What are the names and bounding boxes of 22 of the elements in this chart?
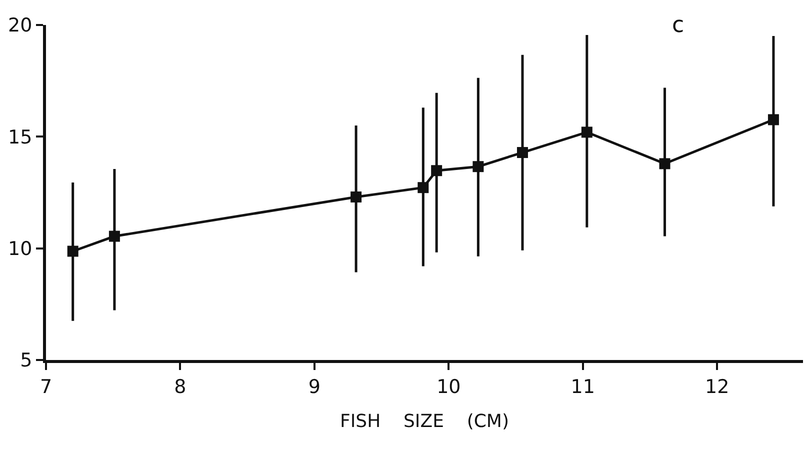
point	[108, 230, 120, 242]
point	[659, 158, 670, 170]
x-axis-title: FISH SIZE (CM)	[340, 410, 509, 432]
y-tick-label: 10	[8, 238, 32, 260]
point	[67, 246, 78, 257]
x-tick-label: 11	[570, 376, 595, 398]
point	[581, 126, 592, 138]
annotation: c	[672, 13, 684, 38]
x-tick-label: 7	[40, 376, 52, 398]
y-tick-label: 15	[8, 126, 32, 148]
point	[768, 114, 779, 126]
x-tick-label: 9	[308, 376, 320, 398]
x-tick-label: 12	[705, 376, 730, 398]
y-tick-label: 5	[20, 350, 32, 372]
point	[516, 147, 528, 158]
x-tick-label: 8	[174, 376, 186, 398]
point	[350, 191, 362, 202]
y-tick-label: 20	[8, 14, 32, 37]
point	[472, 161, 484, 172]
x-tick-label: 10	[436, 376, 461, 398]
point	[431, 165, 442, 176]
point	[418, 182, 429, 194]
